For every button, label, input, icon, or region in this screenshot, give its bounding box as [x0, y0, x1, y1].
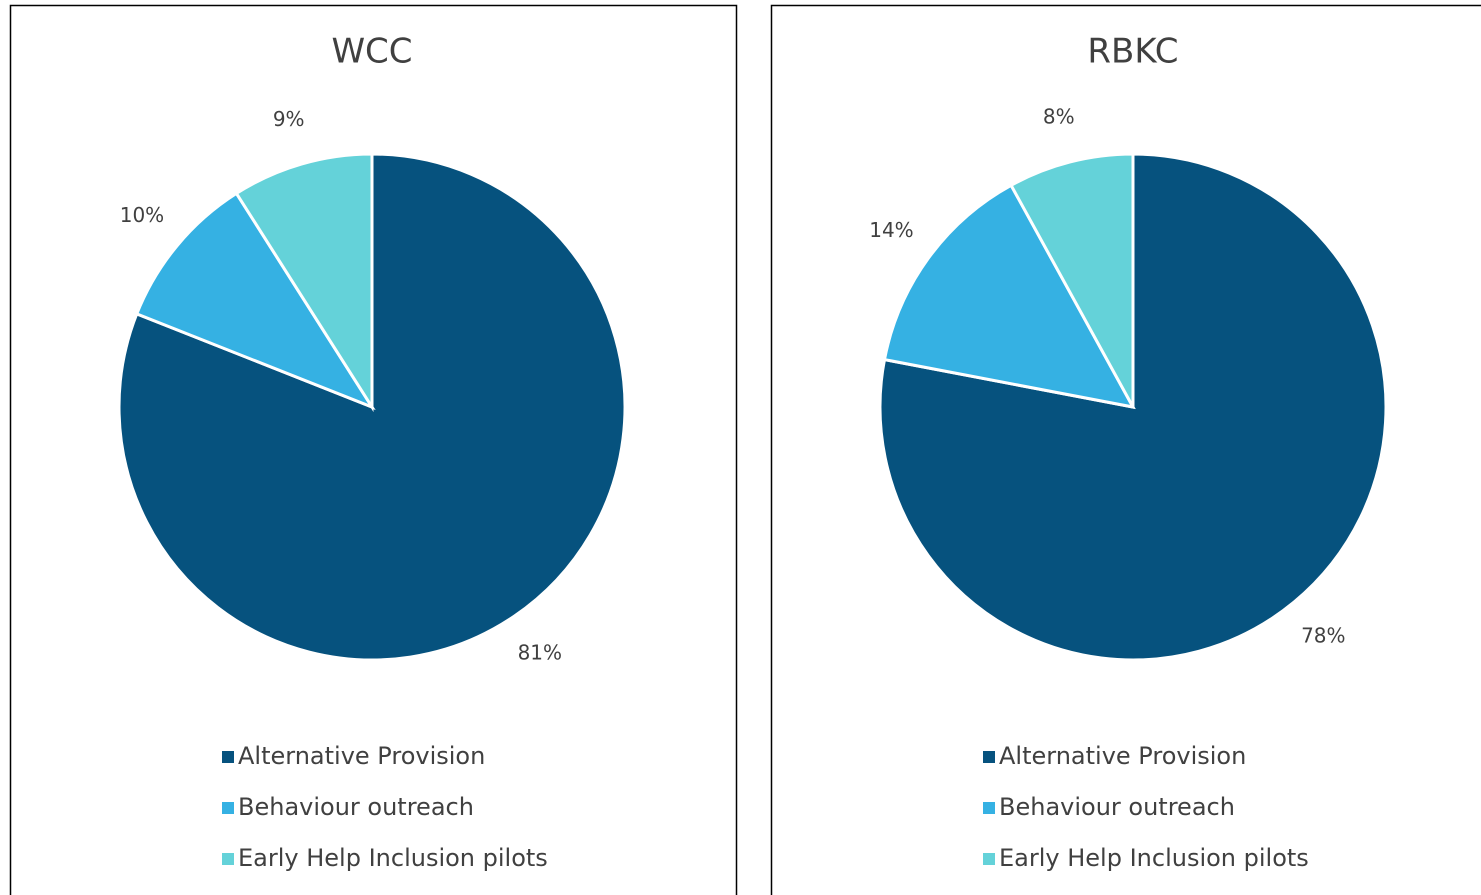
- legend-swatch: [983, 751, 995, 763]
- legend-label: Alternative Provision: [238, 742, 485, 770]
- legend-swatch: [222, 853, 234, 865]
- legend-label: Alternative Provision: [999, 742, 1246, 770]
- legend-swatch: [983, 802, 995, 814]
- legend-label: Early Help Inclusion pilots: [238, 844, 548, 872]
- chart-title: RBKC: [1087, 32, 1178, 72]
- data-label: 81%: [518, 640, 562, 664]
- data-label: 14%: [869, 218, 913, 242]
- data-label: 10%: [120, 203, 164, 227]
- legend-swatch: [983, 853, 995, 865]
- pie-slice: [234, 152, 374, 413]
- pie-slice: [882, 183, 1136, 410]
- legend-label: Behaviour outreach: [999, 793, 1235, 821]
- data-label: 8%: [1043, 104, 1075, 128]
- legend-swatch: [222, 802, 234, 814]
- pie-slice: [1009, 152, 1135, 408]
- legend-label: Behaviour outreach: [238, 793, 474, 821]
- pie-slice: [134, 191, 376, 411]
- legend-label: Early Help Inclusion pilots: [999, 844, 1309, 872]
- data-label: 78%: [1301, 624, 1345, 648]
- legend-swatch: [222, 751, 234, 763]
- data-label: 9%: [273, 107, 305, 131]
- chart-title: WCC: [331, 32, 412, 72]
